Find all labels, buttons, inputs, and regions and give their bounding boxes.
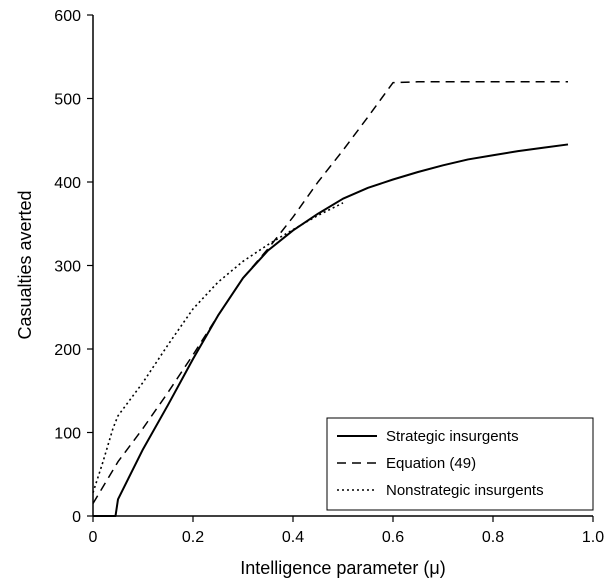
x-axis-title: Intelligence parameter (μ) xyxy=(240,558,445,578)
axes: 0 0.2 0.4 0.6 0.8 1.0 0 100 200 300 400 500 600 xyxy=(54,8,604,546)
y-axis-title: Casualties averted xyxy=(15,190,35,339)
series-line-solid xyxy=(93,143,569,517)
legend-label-strategic: Strategic insurgents xyxy=(386,428,519,445)
series-line-dotted xyxy=(92,202,344,493)
y-tick-label: 0 xyxy=(72,509,81,526)
y-tick-label: 600 xyxy=(54,8,81,25)
y-tick-label: 400 xyxy=(54,175,81,192)
x-tick-label: 0.4 xyxy=(282,529,304,546)
series-line-dashed xyxy=(92,81,568,504)
legend-box xyxy=(326,417,594,511)
x-tick-label: 0 xyxy=(89,529,98,546)
y-tick-label: 200 xyxy=(54,342,81,359)
y-tick-label: 300 xyxy=(54,259,81,276)
series-layer xyxy=(92,81,569,517)
legend: Strategic insurgents Equation (49) Nonst… xyxy=(326,417,594,511)
x-tick-label: 1.0 xyxy=(582,529,604,546)
x-tick-label: 0.6 xyxy=(382,529,404,546)
y-tick-label: 500 xyxy=(54,92,81,109)
y-tick-label: 100 xyxy=(54,426,81,443)
legend-label-equation: Equation (49) xyxy=(386,455,476,472)
x-tick-label: 0.2 xyxy=(182,529,204,546)
x-tick-label: 0.8 xyxy=(482,529,504,546)
legend-label-nonstrategic: Nonstrategic insurgents xyxy=(386,482,544,499)
